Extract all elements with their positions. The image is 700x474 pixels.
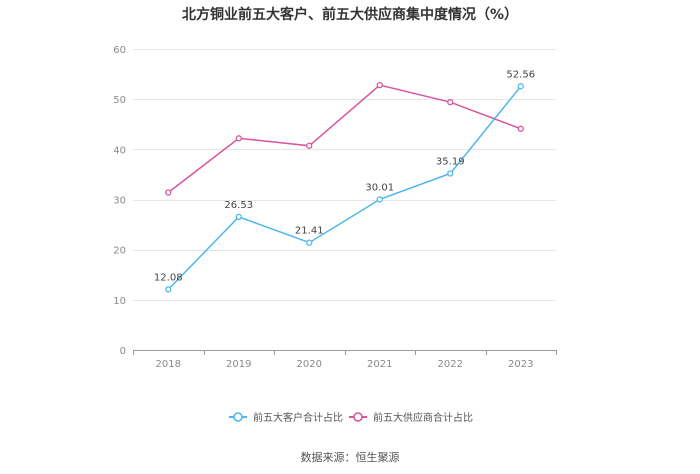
series-layer: 12.08 26.53 21.41 30.01 35.19 52.56 — [154, 69, 535, 293]
y-tick-label: 20 — [113, 246, 126, 257]
y-tick-label: 60 — [113, 45, 126, 56]
legend-marker-icon — [233, 412, 243, 422]
data-point — [165, 286, 172, 293]
data-point — [376, 81, 383, 89]
y-tick-label: 40 — [113, 145, 126, 156]
data-label: 35.19 — [436, 156, 465, 167]
chart-title: 北方铜业前五大客户、前五大供应商集中度情况（%） — [182, 6, 518, 23]
gridlines — [133, 49, 556, 301]
data-point — [517, 125, 524, 132]
y-tick-label: 0 — [120, 346, 126, 357]
legend-label: 前五大供应商合计占比 — [373, 411, 473, 424]
data-label: 21.41 — [295, 226, 324, 237]
x-tick-label: 2019 — [226, 359, 251, 370]
series-line — [167, 84, 522, 194]
data-label: 26.53 — [224, 200, 253, 211]
y-tick-label: 30 — [113, 196, 126, 207]
y-axis: 0 10 20 30 40 50 60 — [113, 45, 126, 357]
y-tick-label: 10 — [113, 296, 126, 307]
data-point — [447, 170, 454, 177]
x-axis-ticks: 2018 2019 2020 2021 2022 2023 — [133, 350, 557, 370]
data-point — [165, 189, 172, 196]
legend-item-2[interactable]: 前五大供应商合计占比 — [349, 411, 473, 424]
data-point — [517, 83, 524, 90]
legend-marker-icon — [353, 412, 363, 422]
legend-label: 前五大客户合计占比 — [253, 411, 343, 424]
series-1: 12.08 26.53 21.41 30.01 35.19 52.56 — [154, 69, 535, 293]
x-tick-label: 2021 — [367, 359, 392, 370]
x-tick-label: 2022 — [438, 359, 463, 370]
x-tick-label: 2018 — [156, 359, 181, 370]
data-point — [235, 135, 242, 142]
x-tick-label: 2023 — [508, 359, 533, 370]
data-point — [447, 99, 454, 106]
data-point — [306, 142, 313, 149]
data-source: 数据来源：恒生聚源 — [301, 450, 400, 464]
y-tick-label: 50 — [113, 95, 126, 106]
series-line — [167, 85, 522, 290]
legend: 前五大客户合计占比 前五大供应商合计占比 — [229, 411, 473, 424]
data-point — [376, 196, 383, 203]
data-label: 52.56 — [506, 69, 535, 80]
series-2 — [165, 81, 524, 196]
x-tick-label: 2020 — [297, 359, 322, 370]
data-point — [235, 213, 242, 221]
data-label: 30.01 — [365, 182, 394, 193]
data-point — [306, 239, 313, 246]
data-label: 12.08 — [154, 272, 183, 283]
legend-item-1[interactable]: 前五大客户合计占比 — [229, 411, 343, 424]
